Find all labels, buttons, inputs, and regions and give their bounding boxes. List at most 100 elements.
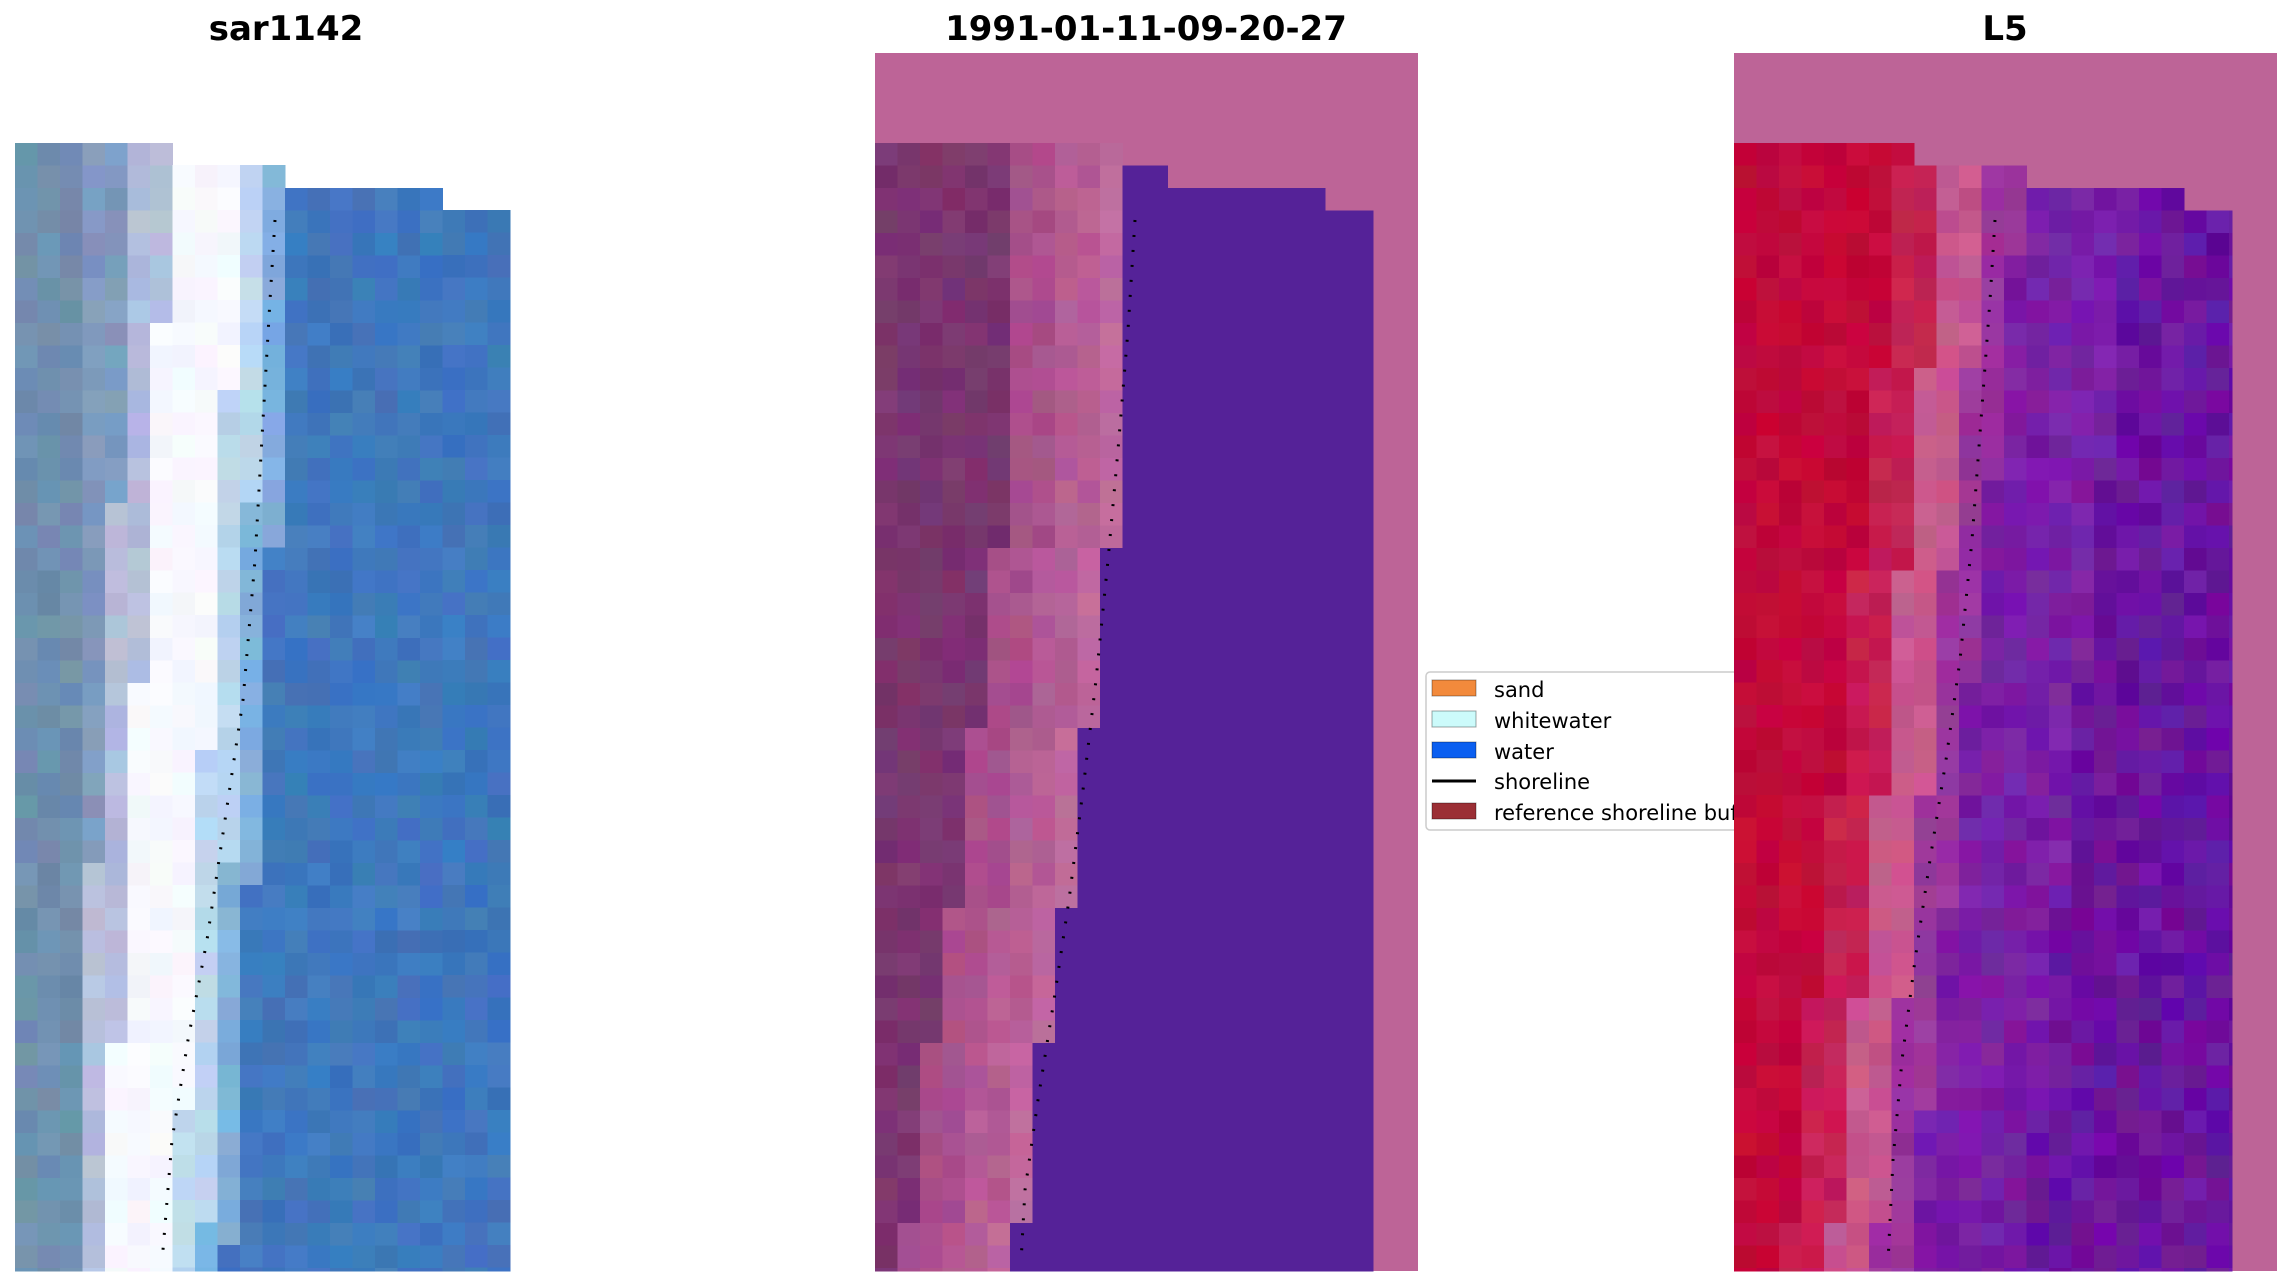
pixel-cell — [897, 300, 921, 324]
pixel-cell — [1846, 435, 1870, 459]
pixel-cell — [82, 638, 106, 661]
pixel-cell — [15, 1268, 38, 1272]
pixel-cell — [330, 818, 353, 841]
pixel-cell — [262, 862, 286, 886]
pixel-cell — [1779, 1088, 1802, 1111]
pixel-cell — [1891, 1133, 1915, 1156]
pixel-cell — [1914, 188, 1937, 211]
pixel-cell — [1824, 1200, 1847, 1224]
pixel-cell — [330, 570, 353, 594]
pixel-cell — [2161, 1268, 2185, 1272]
pixel-cell — [1734, 1200, 1757, 1224]
pixel-cell — [1801, 390, 1825, 414]
pixel-cell — [285, 1223, 308, 1246]
pixel-cell — [965, 818, 988, 841]
pixel-cell — [1801, 615, 1825, 639]
pixel-cell — [1235, 435, 1258, 459]
pixel-cell — [60, 660, 83, 684]
pixel-cell — [150, 1268, 173, 1272]
pixel-cell — [375, 1110, 398, 1134]
pixel-cell — [1756, 458, 1780, 481]
pixel-cell — [2004, 570, 2027, 594]
pixel-cell — [1190, 1065, 1213, 1089]
pixel-cell — [2049, 413, 2072, 436]
pixel-cell — [1010, 975, 1033, 999]
pixel-cell — [397, 1178, 421, 1201]
pixel-cell — [1869, 1043, 1892, 1066]
pixel-cell — [920, 323, 943, 346]
pixel-cell — [1257, 840, 1281, 864]
pixel-cell — [1302, 278, 1326, 301]
pixel-cell — [1347, 1088, 1371, 1111]
pixel-cell — [1055, 233, 1078, 256]
pixel-cell — [1032, 458, 1056, 481]
pixel-cell — [1370, 548, 1374, 571]
pixel-cell — [1846, 840, 1870, 864]
pixel-cell — [1235, 705, 1258, 729]
pixel-cell — [1846, 570, 1870, 594]
pixel-cell — [127, 705, 151, 729]
pixel-cell — [1257, 1088, 1281, 1111]
pixel-cell — [1869, 615, 1892, 639]
pixel-cell — [2071, 570, 2095, 594]
pixel-cell — [1235, 840, 1258, 864]
pixel-cell — [875, 300, 898, 324]
pixel-cell — [1779, 1178, 1802, 1201]
pixel-cell — [1100, 255, 1123, 279]
pixel-cell — [1145, 1088, 1168, 1111]
pixel-cell — [1077, 953, 1101, 976]
pixel-cell — [330, 368, 353, 391]
pixel-cell — [172, 1065, 196, 1088]
pixel-cell — [1959, 728, 1982, 751]
pixel-cell — [2161, 548, 2185, 571]
pixel-cell — [1959, 660, 1982, 684]
pixel-cell — [1190, 1020, 1213, 1044]
pixel-cell — [1145, 975, 1168, 999]
pixel-cell — [352, 885, 376, 909]
pixel-cell — [195, 1132, 218, 1156]
pixel-cell — [397, 615, 421, 639]
pixel-cell — [1347, 323, 1371, 346]
panel-right-overlay — [1734, 660, 1783, 841]
pixel-cell — [1235, 1110, 1258, 1134]
pixel-cell — [37, 255, 61, 279]
pixel-cell — [2071, 255, 2095, 279]
pixel-cell — [1891, 683, 1915, 706]
pixel-cell — [262, 615, 286, 638]
pixel-cell — [1347, 458, 1371, 481]
pixel-cell — [330, 638, 353, 661]
pixel-cell — [2094, 1223, 2117, 1246]
pixel-cell — [1914, 1065, 1937, 1089]
pixel-cell — [1824, 840, 1847, 864]
pixel-cell — [330, 1155, 353, 1179]
pixel-cell — [1891, 773, 1915, 796]
pixel-cell — [1370, 255, 1374, 279]
pixel-cell — [1846, 1065, 1870, 1089]
pixel-cell — [1032, 885, 1056, 909]
pixel-cell — [2071, 233, 2095, 256]
pixel-cell — [105, 1155, 128, 1179]
pixel-cell — [920, 1088, 943, 1111]
pixel-cell — [2004, 593, 2027, 616]
pixel-cell — [1257, 773, 1281, 796]
pixel-cell — [1122, 278, 1146, 301]
pixel-cell — [1167, 930, 1191, 954]
pixel-cell — [82, 773, 106, 796]
pixel-cell — [1302, 705, 1326, 729]
pixel-cell — [60, 795, 83, 819]
pixel-cell — [420, 1245, 443, 1269]
pixel-cell — [2071, 435, 2095, 459]
pixel-cell — [1100, 998, 1123, 1021]
pixel-cell — [920, 615, 943, 639]
pixel-cell — [1302, 728, 1326, 751]
pixel-cell — [1325, 480, 1348, 504]
pixel-cell — [195, 1042, 218, 1066]
pixel-cell — [875, 413, 898, 436]
pixel-cell — [1891, 1178, 1915, 1201]
pixel-cell — [1122, 1223, 1146, 1246]
pixel-cell — [15, 1133, 38, 1156]
pixel-cell — [1122, 773, 1146, 796]
pixel-cell — [307, 930, 331, 954]
pixel-cell — [15, 368, 38, 391]
pixel-cell — [420, 1200, 443, 1224]
